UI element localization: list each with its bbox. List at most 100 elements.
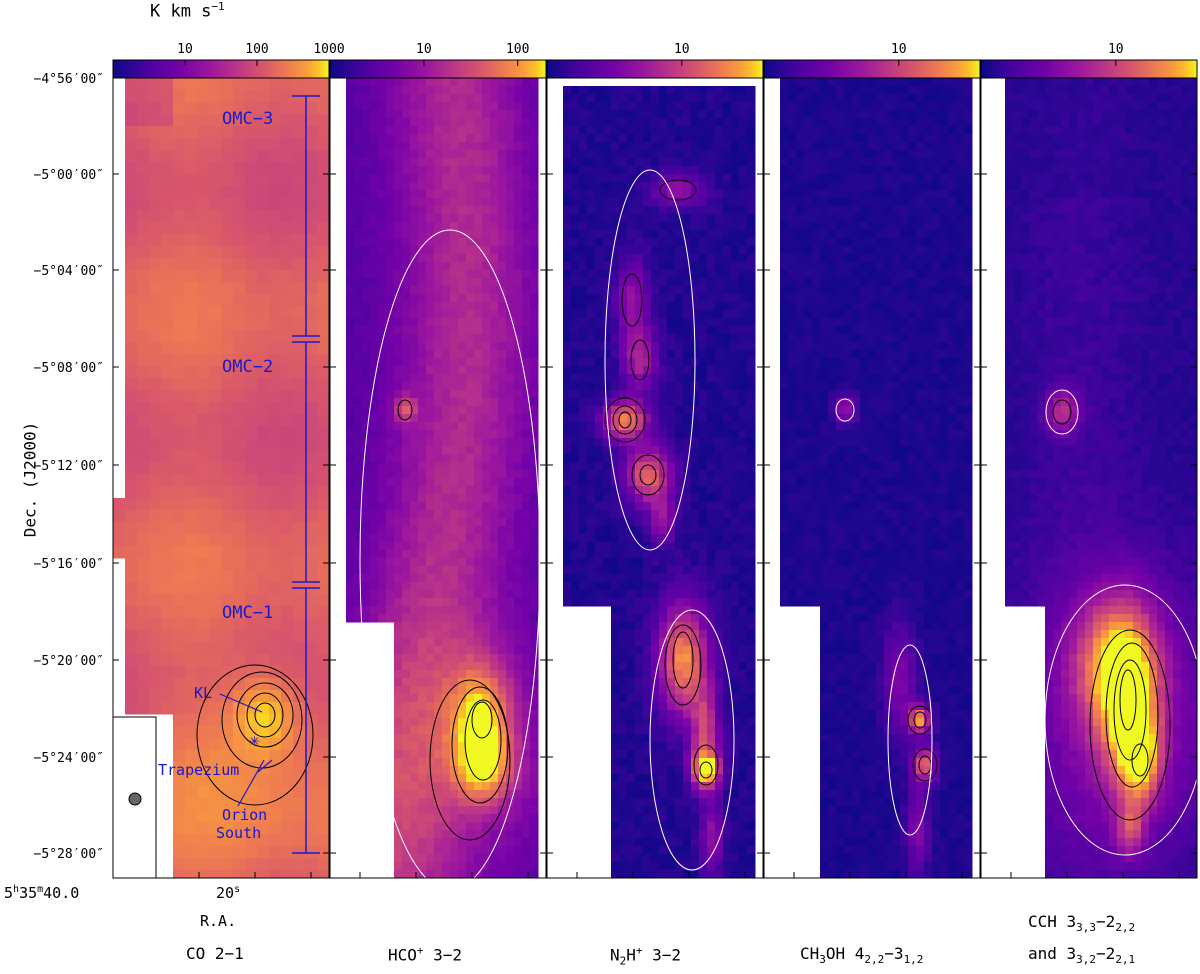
map-pixel	[667, 142, 676, 151]
map-pixel	[466, 470, 475, 479]
map-pixel	[530, 758, 539, 767]
map-pixel	[474, 790, 483, 799]
map-pixel	[305, 726, 318, 739]
map-pixel	[514, 702, 523, 711]
map-pixel	[747, 406, 756, 415]
map-pixel	[137, 510, 150, 523]
map-pixel	[659, 198, 668, 207]
map-pixel	[370, 262, 379, 271]
map-pixel	[269, 498, 282, 511]
map-pixel	[197, 738, 210, 751]
map-pixel	[514, 686, 523, 695]
map-pixel	[635, 222, 644, 231]
map-pixel	[450, 630, 459, 639]
map-pixel	[715, 606, 724, 615]
map-pixel	[185, 570, 198, 583]
map-pixel	[691, 422, 700, 431]
map-pixel	[514, 190, 523, 199]
map-pixel	[587, 182, 596, 191]
map-pixel	[245, 174, 258, 187]
map-pixel	[281, 414, 294, 427]
map-pixel	[269, 186, 282, 199]
map-pixel	[197, 810, 210, 823]
map-pixel	[354, 430, 363, 439]
map-pixel	[434, 430, 443, 439]
map-pixel	[691, 398, 700, 407]
map-pixel	[731, 374, 740, 383]
map-pixel	[257, 126, 270, 139]
map-pixel	[651, 198, 660, 207]
map-pixel	[125, 354, 138, 367]
map-pixel	[394, 206, 403, 215]
map-pixel	[651, 238, 660, 247]
map-pixel	[659, 622, 668, 631]
map-pixel	[747, 374, 756, 383]
map-pixel	[450, 662, 459, 671]
map-pixel	[442, 342, 451, 351]
map-pixel	[434, 166, 443, 175]
map-pixel	[257, 774, 270, 787]
map-pixel	[378, 86, 387, 95]
map-pixel	[257, 510, 270, 523]
map-pixel	[707, 222, 716, 231]
map-pixel	[619, 494, 628, 503]
map-pixel	[257, 690, 270, 703]
map-pixel	[161, 342, 174, 355]
map-pixel	[370, 462, 379, 471]
map-pixel	[426, 566, 435, 575]
map-pixel	[482, 734, 491, 743]
map-pixel	[305, 690, 318, 703]
map-pixel	[221, 774, 234, 787]
map-pixel	[149, 318, 162, 331]
map-pixel	[426, 158, 435, 167]
map-pixel	[490, 174, 499, 183]
map-pixel	[691, 558, 700, 567]
map-pixel	[675, 566, 684, 575]
map-pixel	[442, 582, 451, 591]
map-pixel	[739, 406, 748, 415]
map-pixel	[161, 222, 174, 235]
map-pixel	[579, 166, 588, 175]
map-pixel	[619, 534, 628, 543]
map-pixel	[587, 230, 596, 239]
map-pixel	[715, 438, 724, 447]
map-pixel	[490, 118, 499, 127]
map-pixel	[426, 694, 435, 703]
map-pixel	[715, 550, 724, 559]
map-pixel	[522, 390, 531, 399]
map-pixel	[699, 198, 708, 207]
map-pixel	[378, 566, 387, 575]
map-pixel	[137, 174, 150, 187]
map-pixel	[458, 270, 467, 279]
map-pixel	[281, 450, 294, 463]
map-pixel	[426, 646, 435, 655]
map-pixel	[125, 582, 138, 595]
map-pixel	[362, 302, 371, 311]
map-pixel	[426, 846, 435, 855]
map-pixel	[362, 166, 371, 175]
map-pixel	[715, 230, 724, 239]
map-pixel	[699, 270, 708, 279]
map-pixel	[651, 142, 660, 151]
map-pixel	[739, 542, 748, 551]
map-pixel	[269, 150, 282, 163]
map-pixel	[426, 470, 435, 479]
map-pixel	[434, 230, 443, 239]
map-pixel	[731, 310, 740, 319]
map-pixel	[257, 606, 270, 619]
map-pixel	[627, 566, 636, 575]
map-pixel	[651, 502, 660, 511]
map-pixel	[418, 862, 427, 871]
map-pixel	[474, 94, 483, 103]
map-pixel	[410, 854, 419, 863]
map-pixel	[317, 714, 329, 727]
map-pixel	[643, 566, 652, 575]
map-pixel	[514, 150, 523, 159]
map-pixel	[522, 134, 531, 143]
map-pixel	[442, 350, 451, 359]
map-pixel	[474, 222, 483, 231]
map-pixel	[161, 570, 174, 583]
map-pixel	[394, 870, 403, 878]
map-pixel	[362, 214, 371, 223]
map-pixel	[563, 198, 572, 207]
